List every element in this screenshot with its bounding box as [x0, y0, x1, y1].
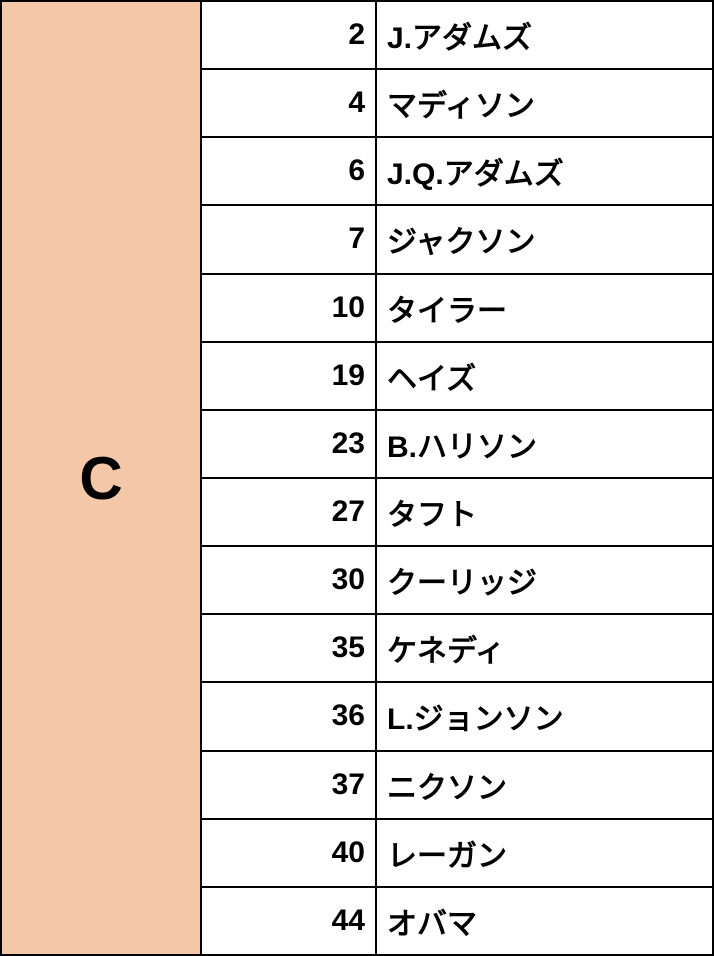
number-value: 6: [348, 154, 365, 188]
number-cell: 44: [202, 888, 377, 954]
name-value: J.アダムズ: [387, 13, 532, 57]
number-cell: 7: [202, 206, 377, 272]
name-value: タフト: [387, 490, 477, 534]
number-cell: 35: [202, 615, 377, 681]
name-value: ジャクソン: [387, 217, 536, 261]
number-value: 36: [332, 699, 365, 733]
name-value: ニクソン: [387, 763, 507, 807]
number-value: 19: [332, 359, 365, 393]
name-cell: J.アダムズ: [377, 2, 712, 68]
name-value: ケネディ: [387, 626, 505, 670]
table-row: 10 タイラー: [202, 275, 712, 343]
name-cell: タフト: [377, 479, 712, 545]
table-row: 36 L.ジョンソン: [202, 683, 712, 751]
number-cell: 30: [202, 547, 377, 613]
name-cell: ニクソン: [377, 752, 712, 818]
number-value: 35: [332, 631, 365, 665]
category-label-cell: C: [2, 2, 202, 954]
number-cell: 4: [202, 70, 377, 136]
table-row: 44 オバマ: [202, 888, 712, 954]
table-row: 40 レーガン: [202, 820, 712, 888]
name-value: レーガン: [387, 831, 507, 875]
table-row: 37 ニクソン: [202, 752, 712, 820]
number-value: 10: [332, 291, 365, 325]
number-value: 40: [332, 836, 365, 870]
table-row: 4 マディソン: [202, 70, 712, 138]
table-row: 35 ケネディ: [202, 615, 712, 683]
table-row: 2 J.アダムズ: [202, 2, 712, 70]
name-value: オバマ: [387, 899, 477, 943]
number-cell: 27: [202, 479, 377, 545]
number-value: 23: [332, 427, 365, 461]
name-cell: クーリッジ: [377, 547, 712, 613]
number-value: 7: [348, 222, 365, 256]
table-row: 7 ジャクソン: [202, 206, 712, 274]
number-value: 44: [332, 904, 365, 938]
table-row: 23 B.ハリソン: [202, 411, 712, 479]
name-value: ヘイズ: [387, 354, 476, 398]
name-cell: ジャクソン: [377, 206, 712, 272]
name-value: B.ハリソン: [387, 422, 537, 466]
name-cell: レーガン: [377, 820, 712, 886]
name-value: L.ジョンソン: [387, 694, 564, 738]
name-value: J.Q.アダムズ: [387, 149, 564, 193]
table-row: 30 クーリッジ: [202, 547, 712, 615]
name-cell: タイラー: [377, 275, 712, 341]
name-value: クーリッジ: [387, 558, 537, 602]
table-container: C 2 J.アダムズ 4 マディソン 6 J.Q.アダムズ 7 ジャクソン 10…: [0, 0, 714, 956]
name-value: マディソン: [387, 81, 535, 125]
number-cell: 2: [202, 2, 377, 68]
category-label: C: [79, 444, 122, 513]
name-cell: ヘイズ: [377, 343, 712, 409]
number-cell: 40: [202, 820, 377, 886]
number-cell: 19: [202, 343, 377, 409]
number-cell: 10: [202, 275, 377, 341]
table-row: 19 ヘイズ: [202, 343, 712, 411]
name-value: タイラー: [387, 286, 507, 330]
number-value: 2: [348, 18, 365, 52]
table-row: 6 J.Q.アダムズ: [202, 138, 712, 206]
name-cell: ケネディ: [377, 615, 712, 681]
number-cell: 36: [202, 683, 377, 749]
number-cell: 6: [202, 138, 377, 204]
number-value: 30: [332, 563, 365, 597]
number-cell: 37: [202, 752, 377, 818]
number-value: 27: [332, 495, 365, 529]
number-value: 37: [332, 768, 365, 802]
name-cell: L.ジョンソン: [377, 683, 712, 749]
name-cell: オバマ: [377, 888, 712, 954]
table-row: 27 タフト: [202, 479, 712, 547]
name-cell: J.Q.アダムズ: [377, 138, 712, 204]
number-cell: 23: [202, 411, 377, 477]
rows-container: 2 J.アダムズ 4 マディソン 6 J.Q.アダムズ 7 ジャクソン 10 タ…: [202, 2, 712, 954]
name-cell: B.ハリソン: [377, 411, 712, 477]
number-value: 4: [348, 86, 365, 120]
name-cell: マディソン: [377, 70, 712, 136]
